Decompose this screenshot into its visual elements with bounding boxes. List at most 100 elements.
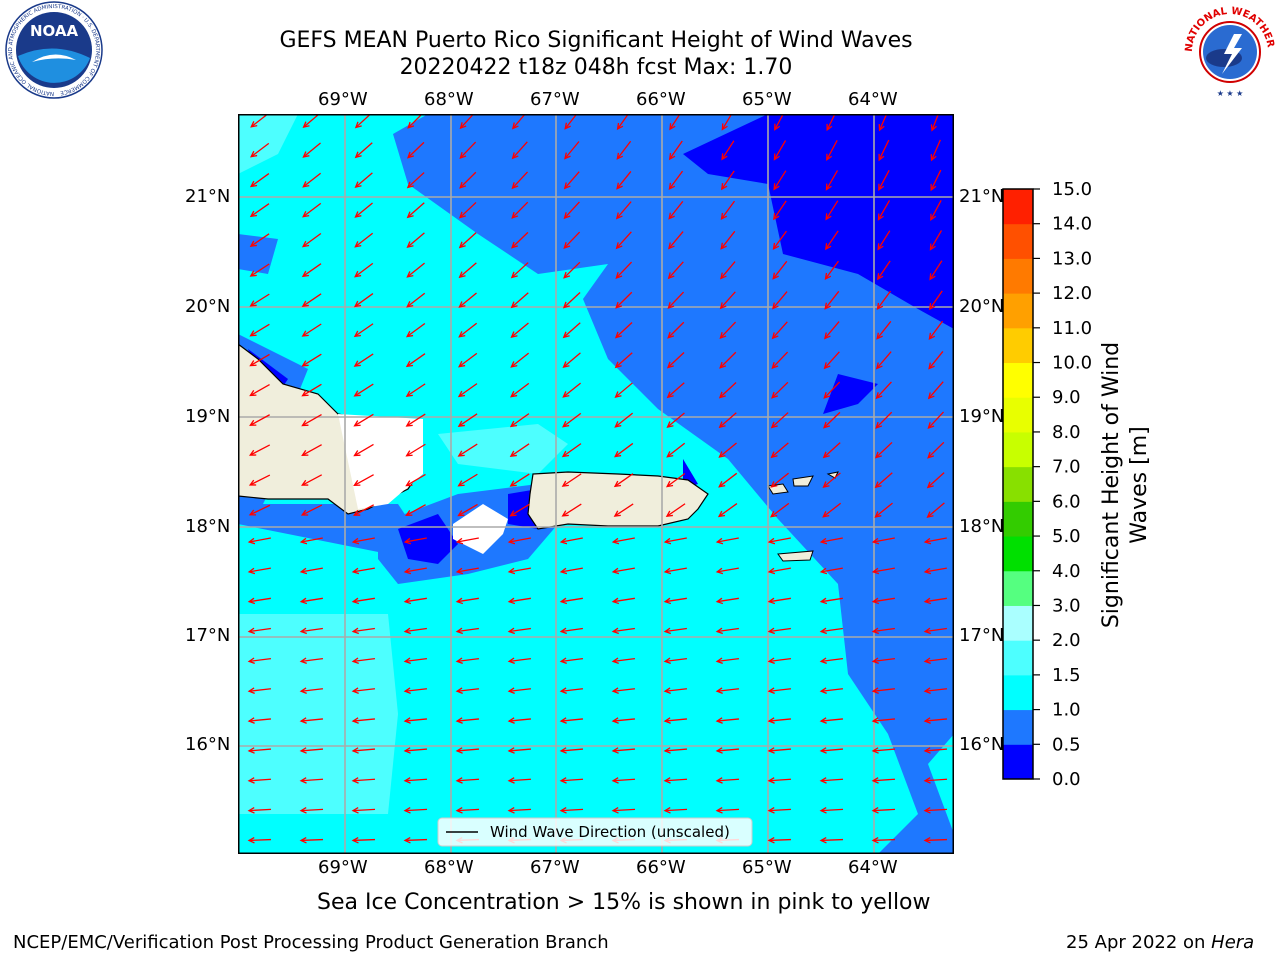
wave-arrow <box>615 261 633 279</box>
wave-arrow-head <box>250 150 258 158</box>
wave-arrow <box>510 382 530 398</box>
wave-arrow <box>615 291 633 309</box>
wave-arrow <box>820 748 844 752</box>
wave-arrow-head <box>507 537 516 545</box>
wave-arrow <box>354 443 374 457</box>
wave-arrow-head <box>455 567 464 575</box>
wave-arrow <box>300 718 324 722</box>
wave-arrow <box>249 657 271 663</box>
wave-arrow-head <box>301 390 309 397</box>
wave-arrow <box>406 443 426 457</box>
wave-arrow-head <box>507 717 515 724</box>
wave-arrow-head <box>457 390 466 398</box>
wave-arrow-head <box>405 420 413 427</box>
wave-arrow <box>875 472 893 488</box>
lat-label: 18°N <box>185 516 231 537</box>
wave-arrow-head <box>719 302 727 310</box>
wave-arrow-head <box>563 241 571 249</box>
wave-arrow <box>300 838 324 842</box>
wave-arrow <box>512 171 528 189</box>
wave-arrow <box>875 441 893 459</box>
wave-arrow <box>768 778 792 782</box>
colorbar-tick-label: 12.0 <box>1052 283 1092 304</box>
wave-arrow-head <box>715 717 723 724</box>
wave-arrow-head <box>511 152 519 160</box>
wave-arrow <box>407 202 425 218</box>
wave-arrow-head <box>559 627 567 635</box>
wave-arrow-head <box>923 836 931 844</box>
wave-arrow-head <box>720 242 727 250</box>
gridlines <box>238 114 954 854</box>
wave-arrow-head <box>563 271 571 279</box>
wave-arrow-head <box>611 627 619 635</box>
wave-arrow <box>561 537 583 543</box>
wave-arrow <box>877 260 891 280</box>
wave-arrow-head <box>247 567 256 575</box>
wave-arrow <box>511 322 529 338</box>
wave-arrow-head <box>819 567 828 575</box>
wave-arrow-head <box>563 212 571 220</box>
svg-text:★ ★ ★: ★ ★ ★ <box>1217 89 1244 98</box>
wave-arrow-head <box>772 302 779 310</box>
colorbar-tick-label: 8.0 <box>1052 422 1081 443</box>
wave-arrow <box>458 383 478 397</box>
wave-arrow <box>354 474 374 486</box>
wave-arrow-head <box>767 777 775 784</box>
wave-arrow-head <box>767 567 776 575</box>
wave-arrow-head <box>770 421 778 429</box>
wave-arrow-head <box>302 151 310 158</box>
wave-arrow-head <box>721 153 728 161</box>
wave-arrow-head <box>874 511 882 518</box>
wave-arrow-head <box>562 301 570 309</box>
wave-arrow-head <box>877 273 884 281</box>
wave-arrow <box>458 443 478 457</box>
wave-arrow-head <box>771 332 779 340</box>
wave-arrow <box>509 627 531 633</box>
wave-arrow <box>458 413 478 427</box>
wave-arrow-head <box>511 182 519 190</box>
wave-arrow-head <box>614 450 622 458</box>
lon-label: 66°W <box>636 89 686 110</box>
wave-arrow <box>877 200 891 220</box>
wave-arrow <box>354 383 374 397</box>
colorbar-swatch <box>1003 640 1033 676</box>
wave-arrow <box>769 597 791 603</box>
colorbar-tick-label: 6.0 <box>1052 491 1081 512</box>
wave-arrow-head <box>247 627 255 635</box>
wave-arrow <box>825 170 839 190</box>
wave-arrow <box>353 657 375 663</box>
wave-arrow-head <box>772 272 779 280</box>
wave-arrow-head <box>507 627 515 635</box>
wave-arrow <box>825 260 839 280</box>
lat-label: 20°N <box>959 296 1005 317</box>
map-panel: Wind Wave Direction (unscaled) <box>238 114 954 854</box>
wave-arrow-head <box>247 687 255 694</box>
wave-arrow <box>720 291 736 309</box>
wave-arrow-head <box>455 627 463 635</box>
wave-arrow-head <box>720 183 728 191</box>
wave-arrow-head <box>248 449 257 456</box>
wave-arrow <box>510 413 530 427</box>
wave-arrow-head <box>720 212 728 221</box>
wave-arrow-head <box>767 627 775 635</box>
wave-arrow-head <box>559 717 567 724</box>
wave-arrow-head <box>718 451 726 458</box>
colorbar-swatch <box>1003 501 1033 537</box>
wave-arrow-head <box>403 567 412 575</box>
wave-arrow-head <box>249 240 257 247</box>
wave-arrow-head <box>403 537 412 545</box>
wave-arrow <box>667 291 685 309</box>
wave-arrow <box>667 382 685 398</box>
wave-arrow-head <box>927 392 935 400</box>
wave-arrow-head <box>663 747 671 754</box>
wave-arrow-head <box>871 657 879 665</box>
wave-arrow <box>406 473 426 487</box>
wave-arrow-head <box>668 242 675 250</box>
wave-arrow <box>301 657 323 663</box>
wave-arrow-head <box>715 807 723 814</box>
wave-arrow-head <box>819 657 827 665</box>
wave-arrow <box>459 262 477 278</box>
wave-arrow-head <box>715 687 723 694</box>
wave-arrow <box>563 352 581 368</box>
wave-arrow <box>768 808 792 812</box>
